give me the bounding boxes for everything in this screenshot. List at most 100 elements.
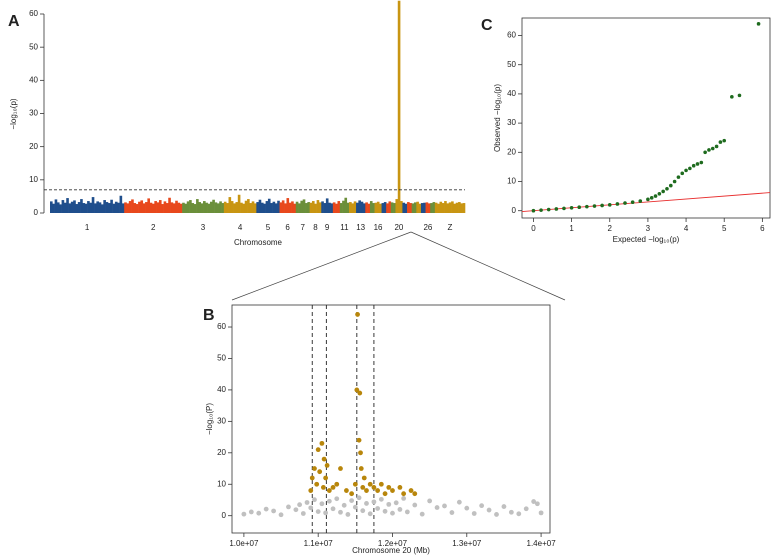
snp-column bbox=[103, 200, 106, 213]
snp-point bbox=[300, 511, 306, 516]
qq-point bbox=[607, 203, 612, 207]
x-tick-label: 1 bbox=[569, 224, 574, 233]
y-tick-label: 10 bbox=[29, 175, 38, 184]
snp-column bbox=[309, 202, 313, 213]
snp-point bbox=[345, 512, 351, 517]
snp-column bbox=[121, 203, 125, 213]
qq-point bbox=[657, 191, 662, 196]
snp-column bbox=[172, 203, 176, 213]
snp-column bbox=[295, 201, 299, 213]
snp-column bbox=[198, 202, 201, 213]
snp-column bbox=[302, 199, 306, 213]
snp-column bbox=[288, 202, 292, 213]
qq-point bbox=[554, 207, 559, 211]
y-tick-label: 30 bbox=[29, 109, 38, 118]
snp-point bbox=[324, 462, 330, 468]
snp-point bbox=[326, 488, 332, 493]
x-tick-label: 5 bbox=[266, 223, 271, 232]
snp-column bbox=[154, 201, 157, 213]
snp-column bbox=[325, 198, 329, 213]
x-tick-label: 16 bbox=[374, 223, 383, 232]
snp-column bbox=[416, 201, 419, 213]
snp-column bbox=[409, 203, 412, 213]
x-tick-label: 4 bbox=[238, 223, 243, 232]
snp-column bbox=[156, 202, 160, 213]
snp-point bbox=[241, 511, 247, 517]
y-tick-label: 60 bbox=[507, 31, 516, 40]
snp-column bbox=[365, 202, 368, 213]
qq-point bbox=[653, 194, 658, 198]
snp-column bbox=[439, 201, 443, 213]
snp-column bbox=[455, 202, 459, 213]
qq-point bbox=[676, 175, 681, 179]
qq-point bbox=[722, 138, 727, 143]
zoom-connector bbox=[410, 231, 566, 301]
snp-point bbox=[464, 505, 470, 511]
qq-point bbox=[615, 202, 620, 206]
snp-point bbox=[358, 450, 363, 456]
snp-column bbox=[56, 202, 60, 213]
snp-column bbox=[240, 202, 243, 213]
snp-column bbox=[152, 203, 155, 213]
snp-column bbox=[98, 202, 102, 213]
x-tick-label: 11 bbox=[340, 223, 349, 232]
snp-column bbox=[233, 203, 236, 213]
snp-column bbox=[351, 203, 355, 213]
qq-point bbox=[569, 205, 574, 210]
snp-point bbox=[382, 508, 388, 514]
snp-column bbox=[200, 203, 204, 213]
snp-column bbox=[219, 201, 222, 213]
snp-column bbox=[170, 202, 174, 213]
x-tick-label: 20 bbox=[394, 223, 403, 232]
snp-point bbox=[534, 501, 540, 507]
snp-point bbox=[360, 508, 366, 514]
snp-point bbox=[408, 488, 414, 493]
snp-point bbox=[367, 481, 373, 487]
snp-column bbox=[356, 202, 359, 213]
snp-column bbox=[94, 203, 97, 213]
qq-point bbox=[680, 171, 685, 176]
snp-point bbox=[378, 481, 384, 487]
snp-column bbox=[372, 203, 375, 213]
x-tick-label: 1.3e+07 bbox=[452, 539, 482, 548]
snp-point bbox=[401, 491, 407, 497]
snp-column bbox=[191, 203, 195, 213]
snp-column bbox=[270, 203, 273, 213]
snp-column bbox=[397, 0, 401, 213]
snp-point bbox=[397, 507, 403, 512]
snp-point bbox=[352, 481, 358, 487]
snp-column bbox=[84, 203, 88, 213]
qq-point bbox=[600, 203, 604, 208]
snp-point bbox=[449, 510, 455, 515]
snp-point bbox=[361, 475, 367, 481]
snp-point bbox=[358, 466, 364, 471]
snp-column bbox=[223, 201, 227, 213]
snp-point bbox=[375, 506, 381, 511]
snp-point bbox=[390, 488, 395, 493]
snp-column bbox=[163, 201, 167, 213]
y-tick-label: 10 bbox=[217, 479, 226, 488]
snp-point bbox=[312, 497, 317, 503]
snp-column bbox=[335, 203, 338, 213]
y-tick-label: 0 bbox=[512, 206, 517, 215]
x-tick-label: 13 bbox=[356, 223, 365, 232]
qq-point bbox=[638, 199, 643, 203]
snp-column bbox=[360, 201, 364, 213]
x-tick-label: 26 bbox=[423, 223, 432, 232]
snp-column bbox=[393, 203, 396, 213]
qq-point bbox=[546, 207, 551, 212]
y-tick-label: 30 bbox=[217, 416, 226, 425]
snp-point bbox=[412, 491, 418, 497]
snp-column bbox=[376, 201, 380, 213]
snp-point bbox=[356, 495, 362, 501]
snp-column bbox=[367, 203, 371, 213]
snp-column bbox=[386, 203, 389, 213]
snp-column bbox=[256, 202, 259, 213]
x-tick-label: 2 bbox=[151, 223, 156, 232]
snp-column bbox=[161, 204, 164, 213]
x-tick-label: Z bbox=[447, 223, 452, 232]
qq-point bbox=[661, 189, 665, 194]
snp-point bbox=[371, 499, 377, 505]
snp-column bbox=[407, 202, 410, 213]
x-tick-label: 5 bbox=[722, 224, 727, 233]
